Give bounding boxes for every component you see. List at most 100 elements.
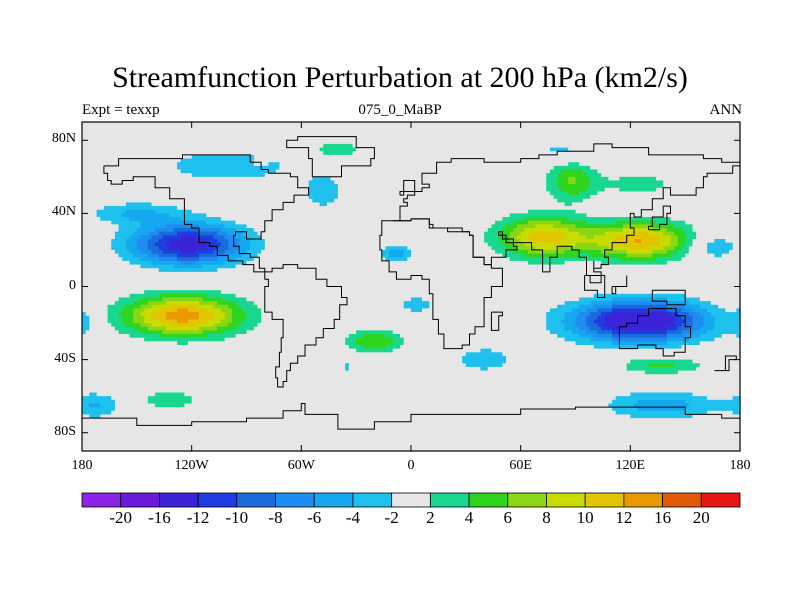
field-cell bbox=[140, 323, 153, 328]
field-cell bbox=[714, 315, 741, 320]
field-cell bbox=[608, 246, 631, 251]
field-cell bbox=[111, 238, 127, 244]
field-cell bbox=[206, 246, 218, 251]
field-cell bbox=[582, 169, 599, 174]
colorbar-label: 4 bbox=[464, 508, 474, 527]
field-cell bbox=[381, 249, 390, 255]
field-cell bbox=[527, 249, 566, 255]
field-cell bbox=[334, 180, 547, 185]
field-cell bbox=[169, 246, 207, 251]
field-cell bbox=[162, 235, 182, 240]
field-cell bbox=[151, 315, 167, 320]
field-cell bbox=[670, 242, 679, 247]
field-cell bbox=[487, 228, 503, 233]
field-cell bbox=[133, 301, 149, 306]
experiment-label: Expt = texxp bbox=[82, 102, 160, 118]
field-cell bbox=[692, 359, 741, 364]
field-cell bbox=[615, 235, 661, 240]
field-cell bbox=[82, 440, 741, 445]
field-cell bbox=[681, 257, 741, 262]
field-cell bbox=[177, 231, 200, 236]
field-cell bbox=[151, 312, 167, 317]
field-cell bbox=[579, 334, 595, 339]
field-cell bbox=[206, 238, 218, 244]
coastline bbox=[264, 264, 348, 388]
field-cell bbox=[411, 308, 423, 313]
field-cell bbox=[517, 246, 536, 251]
field-cell bbox=[147, 231, 160, 236]
field-cell bbox=[612, 238, 635, 244]
field-cell bbox=[206, 220, 237, 225]
field-cell bbox=[169, 238, 207, 244]
field-cell bbox=[173, 264, 204, 269]
field-cell bbox=[224, 297, 248, 302]
field-cell bbox=[118, 224, 142, 229]
colorbar-label: -8 bbox=[268, 508, 283, 527]
field-cell bbox=[685, 319, 694, 324]
coastline bbox=[714, 355, 737, 372]
field-cell bbox=[261, 249, 383, 255]
colorbar-label: -16 bbox=[148, 508, 171, 527]
field-cell bbox=[107, 315, 123, 320]
colorbar-label: -4 bbox=[345, 508, 361, 527]
field-cell bbox=[549, 169, 562, 174]
field-cell bbox=[250, 242, 266, 247]
field-cell bbox=[571, 308, 588, 313]
field-cell bbox=[82, 359, 463, 364]
field-cell bbox=[82, 271, 741, 277]
field-cell bbox=[462, 359, 507, 364]
field-cell bbox=[356, 341, 394, 346]
field-cell bbox=[586, 187, 606, 193]
field-cell bbox=[224, 235, 237, 240]
case-label: 075_0_MaBP bbox=[358, 102, 442, 118]
field-cell bbox=[246, 249, 262, 255]
field-cell bbox=[674, 224, 694, 229]
field-cell bbox=[699, 334, 723, 339]
field-cell bbox=[147, 253, 160, 258]
x-tick-label: 0 bbox=[407, 458, 415, 473]
field-cell bbox=[158, 253, 178, 258]
field-cell bbox=[158, 231, 178, 236]
field-cell bbox=[220, 242, 229, 247]
field-cell bbox=[564, 315, 577, 320]
field-cell bbox=[133, 315, 145, 320]
field-cell bbox=[158, 238, 171, 244]
field-cell bbox=[82, 381, 741, 386]
field-cell bbox=[677, 235, 686, 240]
field-cell bbox=[177, 257, 200, 262]
field-cell bbox=[590, 176, 609, 182]
field-cell bbox=[626, 366, 697, 372]
field-cell bbox=[363, 344, 387, 350]
field-cell bbox=[82, 429, 741, 434]
field-cell bbox=[111, 410, 617, 416]
field-cell bbox=[195, 304, 215, 310]
field-cell bbox=[96, 392, 156, 397]
field-cell bbox=[82, 257, 123, 262]
field-cell bbox=[129, 260, 153, 266]
field-cell bbox=[644, 370, 679, 375]
field-cell bbox=[710, 301, 741, 306]
field-cell bbox=[487, 366, 628, 372]
field-cell bbox=[158, 246, 171, 251]
field-cell bbox=[670, 253, 686, 258]
field-cell bbox=[82, 330, 87, 335]
colorbar-label: -6 bbox=[307, 508, 322, 527]
continent-outlines bbox=[82, 136, 741, 430]
field-cell bbox=[312, 176, 332, 182]
field-cell bbox=[264, 246, 387, 251]
coastline bbox=[490, 311, 503, 331]
field-cell bbox=[82, 279, 741, 284]
colorbar-label: 12 bbox=[615, 508, 633, 527]
field-cell bbox=[125, 323, 142, 328]
field-cell bbox=[198, 312, 215, 317]
field-cell bbox=[637, 399, 686, 405]
field-cell bbox=[655, 176, 741, 182]
field-cell bbox=[348, 344, 365, 350]
field-cell bbox=[579, 312, 591, 317]
field-cell bbox=[407, 246, 493, 251]
field-cell bbox=[736, 308, 741, 313]
field-cell bbox=[685, 235, 697, 240]
field-cell bbox=[579, 304, 595, 310]
colorbar-swatch bbox=[159, 492, 199, 508]
field-cell bbox=[89, 326, 116, 331]
